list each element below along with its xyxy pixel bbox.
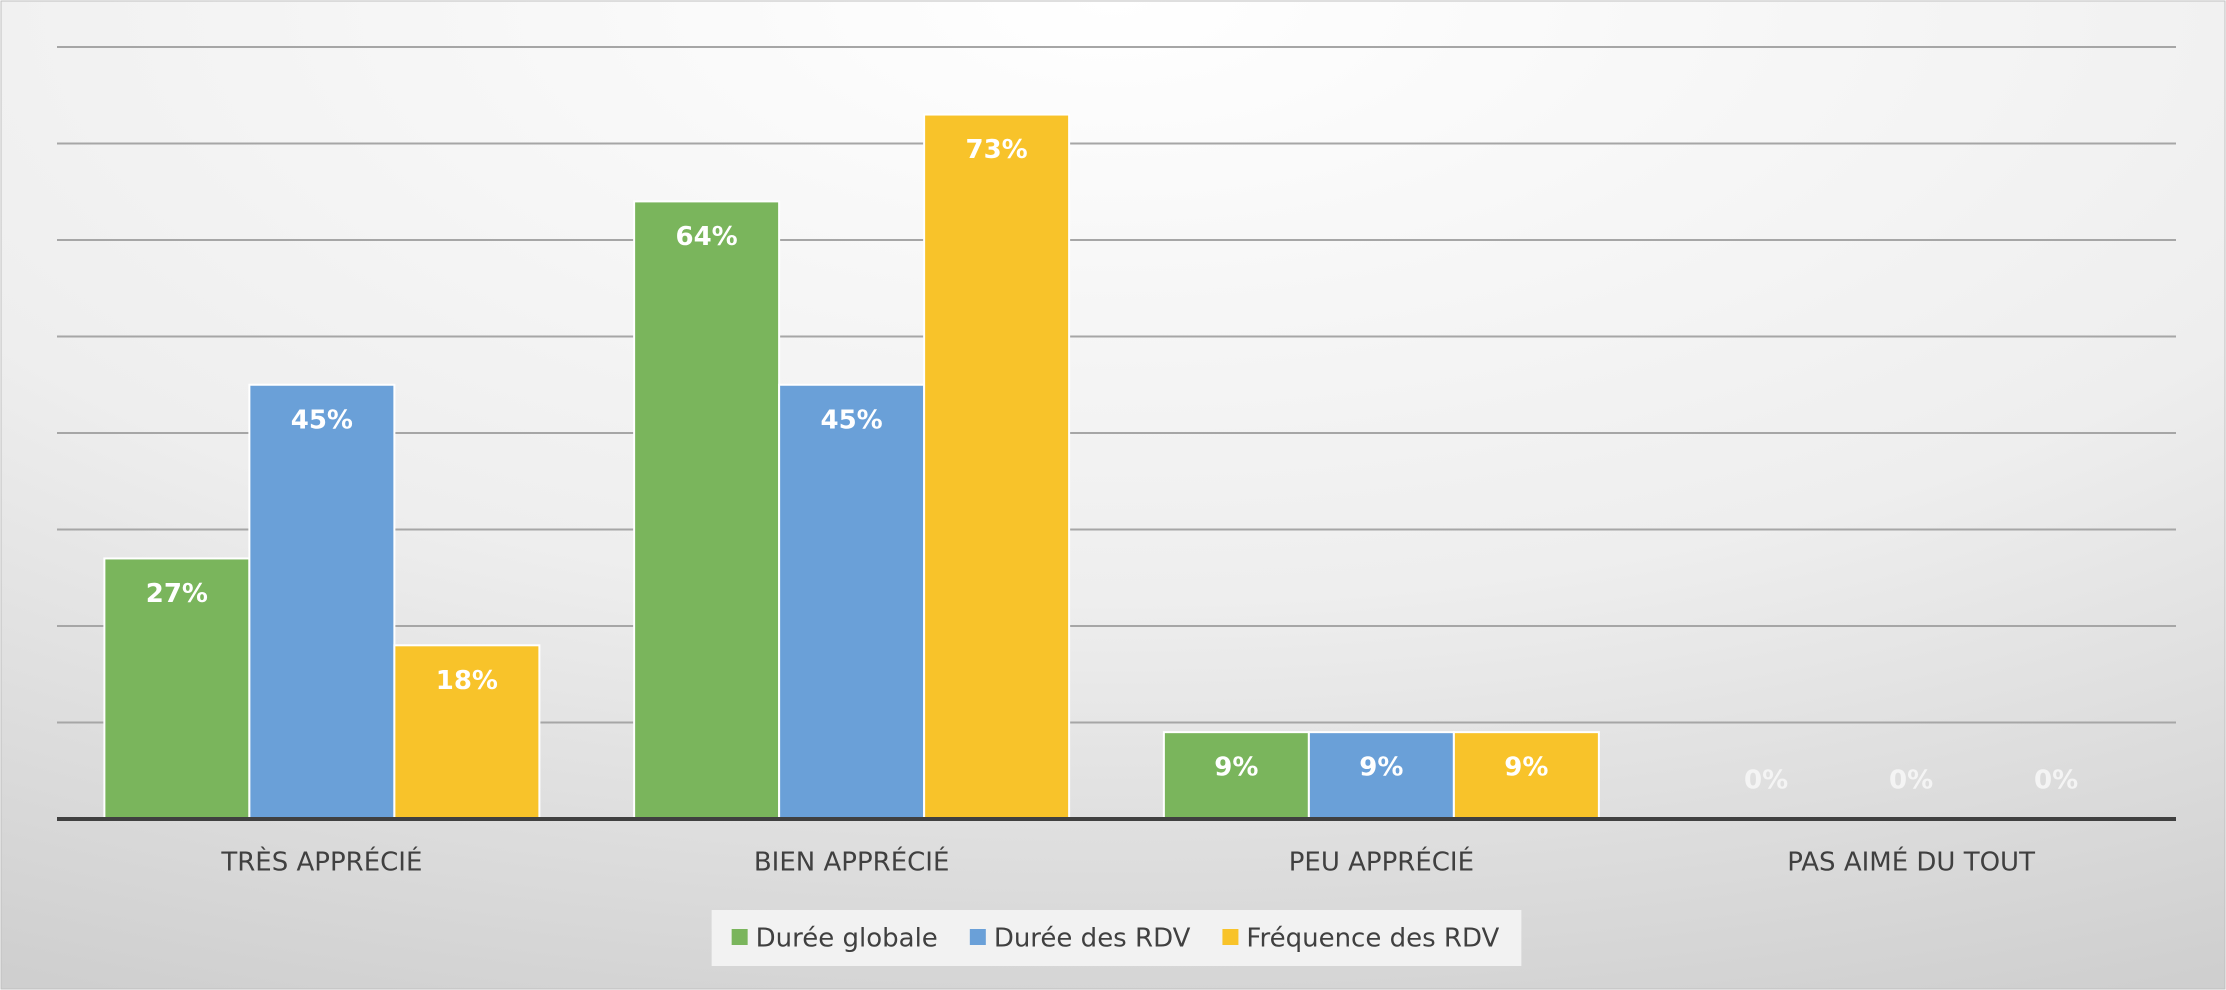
legend-swatch bbox=[731, 929, 748, 945]
data-label: 0% bbox=[1889, 766, 1933, 796]
legend-label: Fréquence des RDV bbox=[1246, 924, 1499, 954]
bar bbox=[1452, 731, 1600, 821]
bar bbox=[778, 383, 926, 820]
data-label: 45% bbox=[291, 405, 353, 435]
bar bbox=[248, 383, 396, 820]
legend-swatch bbox=[1222, 929, 1239, 945]
x-tick-label: BIEN APPRÉCIÉ bbox=[754, 846, 950, 878]
data-label: 0% bbox=[1744, 766, 1788, 796]
bar bbox=[393, 644, 541, 820]
legend-swatch bbox=[969, 929, 986, 945]
x-tick-label: TRÈS APPRÉCIÉ bbox=[220, 846, 422, 878]
data-label: 45% bbox=[821, 405, 883, 435]
data-label: 73% bbox=[966, 135, 1028, 165]
bar bbox=[103, 557, 251, 820]
data-label: 27% bbox=[146, 579, 208, 609]
bar bbox=[923, 113, 1071, 821]
data-label: 9% bbox=[1504, 753, 1548, 783]
x-tick-label: PEU APPRÉCIÉ bbox=[1289, 846, 1474, 878]
data-label: 0% bbox=[2034, 766, 2078, 796]
legend-label: Durée globale bbox=[756, 924, 938, 954]
bar bbox=[633, 200, 781, 820]
data-label: 9% bbox=[1359, 753, 1403, 783]
x-tick-label: PAS AIMÉ DU TOUT bbox=[1787, 846, 2035, 878]
data-label: 18% bbox=[436, 666, 498, 696]
legend-box bbox=[711, 910, 1522, 966]
legend-label: Durée des RDV bbox=[994, 924, 1191, 954]
data-label: 9% bbox=[1214, 753, 1258, 783]
data-label: 64% bbox=[676, 222, 738, 252]
